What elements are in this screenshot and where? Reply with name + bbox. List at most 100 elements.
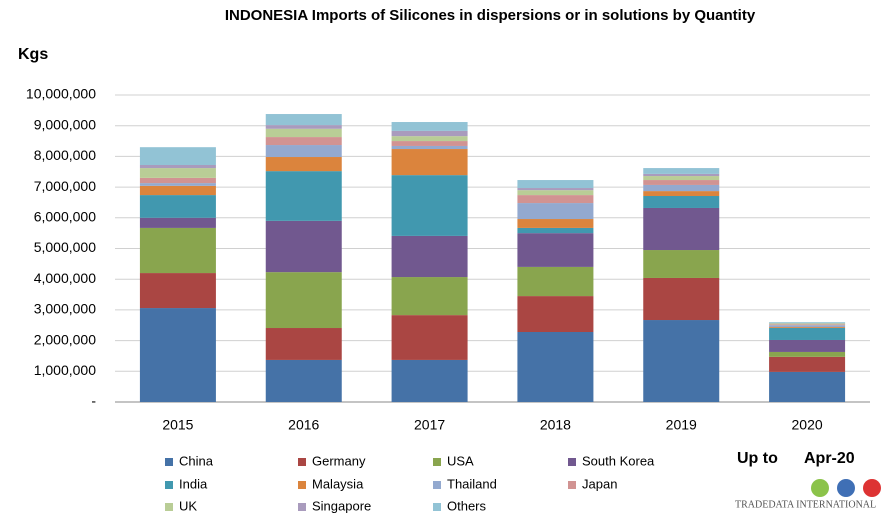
bar-segment	[266, 157, 342, 171]
legend-swatch	[433, 458, 441, 466]
bar-segment	[769, 372, 845, 402]
bar-segment	[517, 267, 593, 296]
bar-segment	[769, 327, 845, 328]
bar-segment	[140, 147, 216, 165]
legend-label: India	[179, 476, 208, 491]
legend-swatch	[568, 481, 576, 489]
bar-segment	[769, 328, 845, 340]
x-tick-label: 2018	[540, 417, 571, 433]
legend-label: Singapore	[312, 498, 371, 513]
bar-segment	[643, 168, 719, 174]
bar-segment	[140, 165, 216, 168]
bar-segment	[266, 137, 342, 145]
y-tick-label: 6,000,000	[34, 209, 96, 225]
bar-segment	[266, 328, 342, 360]
bar-segment	[517, 332, 593, 402]
legend-swatch	[568, 458, 576, 466]
bar-segment	[266, 221, 342, 272]
y-tick-label: 4,000,000	[34, 270, 96, 286]
bar-segment	[392, 360, 468, 402]
bar-segment	[140, 178, 216, 183]
bar-segment	[769, 322, 845, 323]
y-axis-label: Kgs	[18, 46, 48, 63]
bar-segment	[769, 324, 845, 325]
bar-segment	[392, 131, 468, 136]
legend-swatch	[298, 458, 306, 466]
bar-segment	[392, 315, 468, 360]
y-tick-label: -	[91, 393, 96, 409]
y-tick-label: 2,000,000	[34, 331, 96, 347]
legend-swatch	[298, 481, 306, 489]
bar-segment	[140, 186, 216, 195]
bar-segment	[517, 219, 593, 228]
annotation: Apr-20	[804, 450, 855, 467]
legend-label: UK	[179, 498, 197, 513]
legend-label: Thailand	[447, 476, 497, 491]
bar-segment	[769, 325, 845, 327]
y-tick-label: 7,000,000	[34, 178, 96, 194]
bar-segment	[266, 360, 342, 402]
x-tick-label: 2015	[162, 417, 193, 433]
logo-text: TRADEDATA INTERNATIONAL	[735, 499, 876, 510]
x-tick-label: 2020	[792, 417, 823, 433]
bar-segment	[266, 114, 342, 125]
y-tick-label: 3,000,000	[34, 301, 96, 317]
bar-segment	[266, 125, 342, 129]
legend-label: China	[179, 453, 214, 468]
bar-segment	[643, 176, 719, 180]
bar-segment	[517, 195, 593, 203]
legend-swatch	[433, 503, 441, 511]
legend-label: Malaysia	[312, 476, 364, 491]
bar-segment	[392, 146, 468, 149]
bar-segment	[517, 296, 593, 332]
bar-segment	[392, 236, 468, 277]
bar-segment	[517, 203, 593, 219]
y-tick-label: 5,000,000	[34, 239, 96, 255]
bar-segment	[643, 278, 719, 320]
bar-segment	[140, 218, 216, 228]
y-tick-label: 10,000,000	[26, 86, 96, 102]
bar-segment	[643, 180, 719, 185]
legend-label: USA	[447, 453, 474, 468]
bar-segment	[140, 168, 216, 178]
bar-segment	[140, 195, 216, 218]
bar-segment	[643, 174, 719, 176]
bar-segment	[140, 183, 216, 186]
y-tick-label: 8,000,000	[34, 147, 96, 163]
bar-segment	[517, 233, 593, 267]
bar-segment	[643, 250, 719, 278]
bar-segment	[517, 180, 593, 188]
bar-segment	[392, 175, 468, 236]
bar-segment	[769, 357, 845, 372]
bar-segment	[517, 188, 593, 190]
bar-segment	[769, 323, 845, 324]
bar-segment	[769, 340, 845, 352]
bar-segment	[517, 228, 593, 233]
x-tick-label: 2016	[288, 417, 319, 433]
legend-label: Others	[447, 498, 487, 513]
legend-label: Japan	[582, 476, 617, 491]
bar-segment	[266, 145, 342, 157]
bar-segment	[392, 122, 468, 131]
bar-segment	[266, 171, 342, 221]
bar-segment	[266, 129, 342, 137]
legend-swatch	[433, 481, 441, 489]
bar-segment	[392, 149, 468, 175]
bar-segment	[392, 136, 468, 141]
x-tick-label: 2019	[666, 417, 697, 433]
chart-title: INDONESIA Imports of Silicones in disper…	[225, 7, 756, 24]
bar-segment	[140, 228, 216, 273]
x-tick-label: 2017	[414, 417, 445, 433]
bar-segment	[769, 352, 845, 357]
annotation: Up to	[737, 450, 778, 467]
bar-segment	[643, 191, 719, 196]
logo-globe	[837, 479, 855, 497]
legend-label: South Korea	[582, 453, 655, 468]
bar-segment	[266, 272, 342, 328]
bar-segment	[392, 141, 468, 146]
legend-label: Germany	[312, 453, 366, 468]
bar-segment	[140, 273, 216, 308]
bar-segment	[140, 308, 216, 402]
logo-globe	[811, 479, 829, 497]
